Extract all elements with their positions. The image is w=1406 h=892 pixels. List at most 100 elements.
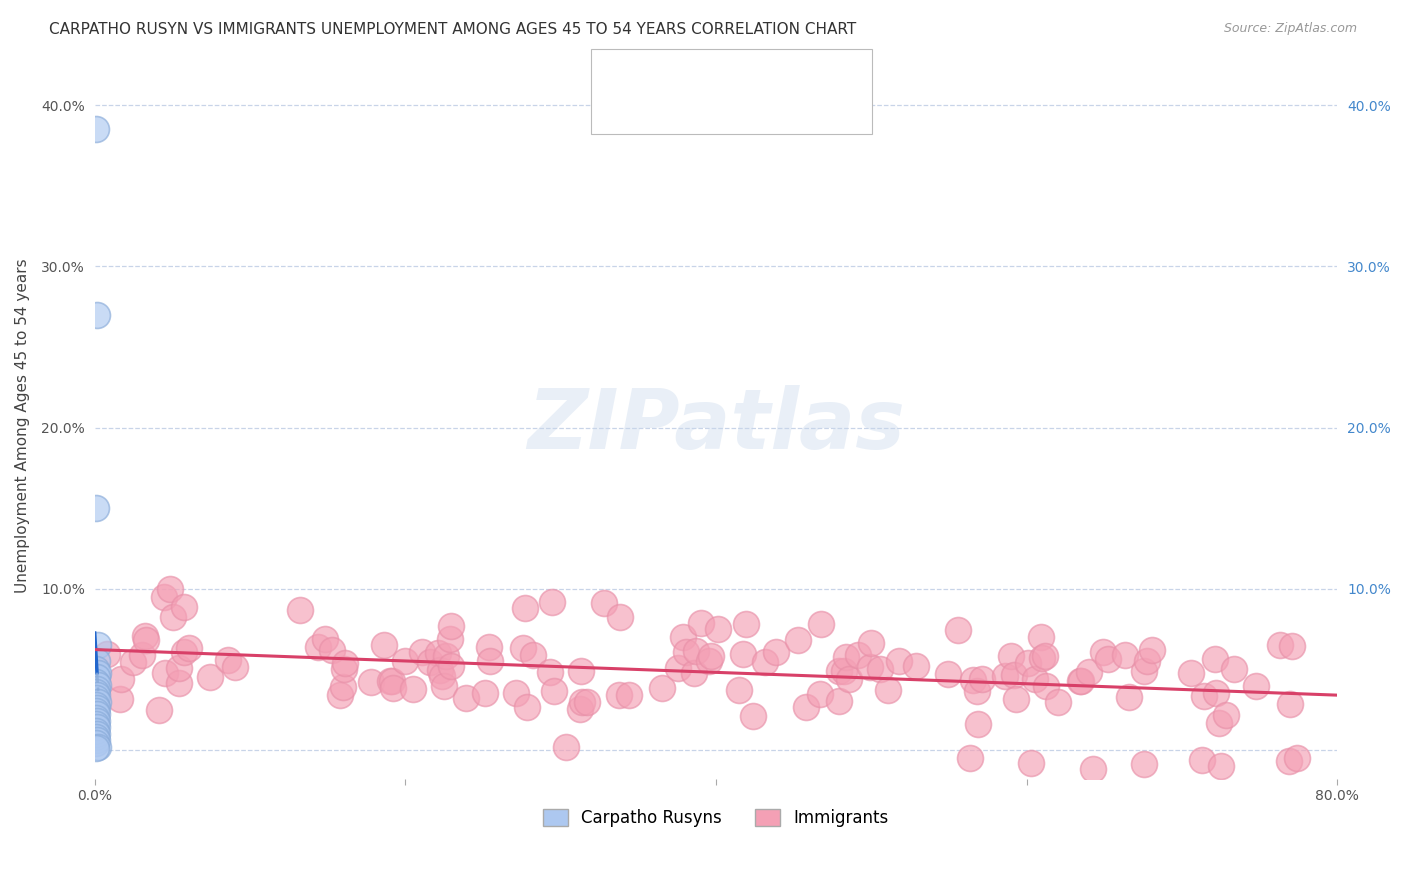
Point — [685, 643, 707, 657]
Point — [394, 654, 416, 668]
Point — [1092, 645, 1115, 659]
Point — [86, 665, 108, 680]
Point — [522, 648, 544, 663]
Point — [84, 711, 107, 725]
Point — [1024, 673, 1046, 687]
Point — [1114, 648, 1136, 663]
Point — [540, 594, 562, 608]
Point — [675, 645, 697, 659]
Point — [162, 610, 184, 624]
Point — [402, 682, 425, 697]
Point — [962, 673, 984, 687]
Point — [1002, 668, 1025, 682]
Point — [1118, 690, 1140, 704]
Point — [1069, 673, 1091, 688]
Point — [378, 674, 401, 689]
Point — [515, 600, 537, 615]
Point — [860, 636, 883, 650]
Point — [433, 679, 456, 693]
Point — [84, 691, 107, 706]
Point — [1133, 757, 1156, 772]
Point — [568, 701, 591, 715]
Point — [1205, 686, 1227, 700]
Text: R =: R = — [644, 67, 681, 85]
Point — [808, 687, 831, 701]
Point — [1215, 708, 1237, 723]
Point — [1142, 643, 1164, 657]
Point — [427, 646, 450, 660]
Point — [224, 659, 246, 673]
Point — [970, 672, 993, 686]
Point — [1209, 759, 1232, 773]
Point — [84, 122, 107, 136]
Point — [1191, 753, 1213, 767]
Point — [122, 655, 145, 669]
Point — [307, 640, 329, 654]
Point — [381, 674, 404, 689]
Point — [887, 654, 910, 668]
Point — [538, 665, 561, 679]
Point — [1194, 689, 1216, 703]
Point — [742, 709, 765, 723]
Point — [360, 674, 382, 689]
Text: -0.233: -0.233 — [686, 103, 745, 120]
Point — [668, 661, 690, 675]
Point — [173, 600, 195, 615]
Point — [1070, 674, 1092, 689]
Point — [1208, 715, 1230, 730]
Point — [86, 733, 108, 747]
Point — [439, 632, 461, 646]
Point — [84, 717, 107, 731]
Text: 30: 30 — [770, 67, 793, 85]
Point — [84, 736, 107, 750]
Point — [834, 650, 856, 665]
Point — [936, 666, 959, 681]
Point — [335, 656, 357, 670]
Point — [84, 675, 107, 690]
Point — [733, 647, 755, 661]
Point — [554, 740, 576, 755]
Point — [994, 669, 1017, 683]
Point — [765, 645, 787, 659]
Point — [440, 619, 463, 633]
Point — [86, 670, 108, 684]
Point — [828, 664, 851, 678]
Point — [810, 617, 832, 632]
Point — [373, 639, 395, 653]
Point — [198, 670, 221, 684]
Point — [967, 716, 990, 731]
Point — [1029, 630, 1052, 644]
Point — [1035, 679, 1057, 693]
Point — [430, 669, 453, 683]
Point — [1083, 762, 1105, 776]
Legend: Carpatho Rusyns, Immigrants: Carpatho Rusyns, Immigrants — [536, 803, 896, 834]
Point — [690, 615, 713, 630]
Point — [1278, 754, 1301, 768]
Point — [474, 686, 496, 700]
Point — [217, 653, 239, 667]
Point — [859, 660, 882, 674]
Point — [84, 730, 107, 744]
Point — [672, 631, 695, 645]
Point — [332, 662, 354, 676]
Point — [167, 676, 190, 690]
Point — [512, 641, 534, 656]
Point — [84, 698, 107, 712]
Point — [1004, 692, 1026, 706]
Text: 144: 144 — [770, 103, 806, 120]
Point — [84, 685, 107, 699]
Point — [86, 707, 108, 722]
Point — [706, 622, 728, 636]
Point — [846, 648, 869, 662]
Text: CARPATHO RUSYN VS IMMIGRANTS UNEMPLOYMENT AMONG AGES 45 TO 54 YEARS CORRELATION : CARPATHO RUSYN VS IMMIGRANTS UNEMPLOYMEN… — [49, 22, 856, 37]
Point — [288, 603, 311, 617]
Point — [651, 681, 673, 695]
Point — [87, 739, 110, 754]
Point — [1078, 665, 1101, 680]
Point — [1133, 664, 1156, 678]
Point — [429, 663, 451, 677]
Point — [153, 590, 176, 604]
Point — [904, 659, 927, 673]
Point — [477, 640, 499, 654]
Point — [1281, 639, 1303, 653]
